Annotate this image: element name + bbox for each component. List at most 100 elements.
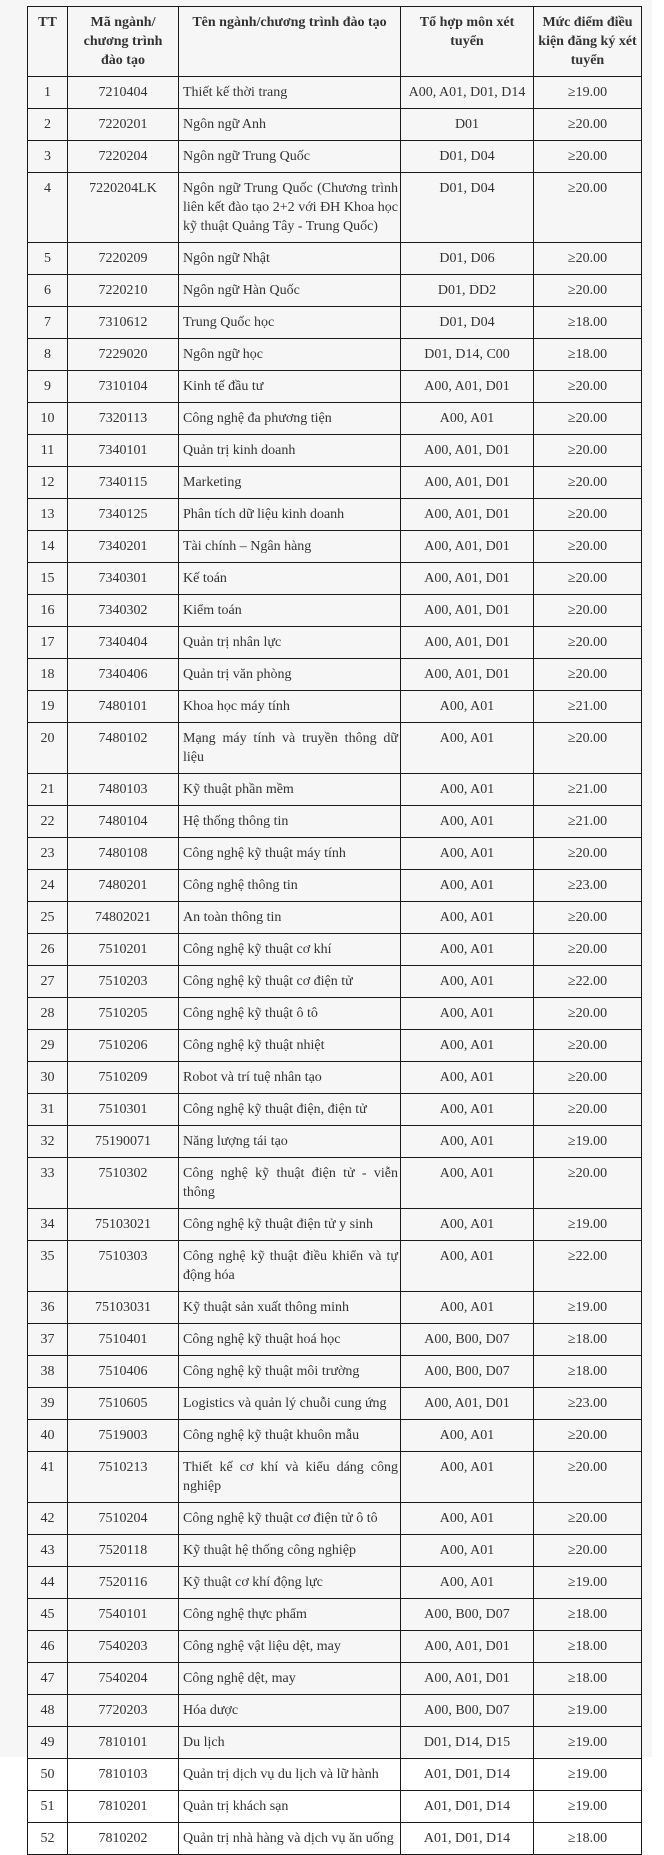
table-row: 5 7220209 Ngôn ngữ Nhật D01, D06 ≥20.00 <box>27 242 642 275</box>
cell-subject-combo: A00, A01 <box>400 901 534 934</box>
cell-min-score: ≥20.00 <box>533 370 642 403</box>
cell-program: Công nghệ đa phương tiện <box>178 402 401 435</box>
cell-subject-combo: A00, B00, D07 <box>400 1694 534 1727</box>
cell-subject-combo: A00, B00, D07 <box>400 1323 534 1356</box>
cell-program: Thiết kế thời trang <box>178 76 401 109</box>
table-row: 43 7520118 Kỹ thuật hệ thống công nghiệp A0… <box>27 1534 642 1567</box>
cell-subject-combo: A00, A01 <box>400 1125 534 1158</box>
cell-code: 7510213 <box>67 1451 179 1503</box>
cell-program: Kế toán <box>178 562 401 595</box>
cell-tt: 36 <box>27 1291 68 1324</box>
cell-min-score: ≥20.00 <box>533 626 642 659</box>
cell-min-score: ≥18.00 <box>533 1598 642 1631</box>
cell-program: Quản trị nhà hàng và dịch vụ ăn uống <box>178 1822 401 1855</box>
header-subject-combo: Tổ hợp môn xét tuyển <box>400 6 534 77</box>
table-row: 49 7810101 Du lịch D01, D14, D15 ≥19.00 <box>27 1726 642 1759</box>
cell-min-score: ≥20.00 <box>533 562 642 595</box>
cell-program: Quản trị dịch vụ du lịch và lữ hành <box>178 1758 401 1791</box>
cell-program: Tài chính – Ngân hàng <box>178 530 401 563</box>
cell-tt: 43 <box>27 1534 68 1567</box>
cell-program: Công nghệ thực phẩm <box>178 1598 401 1631</box>
cell-tt: 51 <box>27 1790 68 1823</box>
cell-min-score: ≥19.00 <box>533 1208 642 1241</box>
table-row: 42 7510204 Công nghệ kỹ thuật cơ điện tử ô… <box>27 1502 642 1535</box>
cell-tt: 6 <box>27 274 68 307</box>
table-row: 40 7519003 Công nghệ kỹ thuật khuôn mẫu A00… <box>27 1419 642 1452</box>
cell-program: Công nghệ kỹ thuật điều khiển và tự động… <box>178 1240 401 1292</box>
cell-program: Ngôn ngữ Trung Quốc (Chương trình liên k… <box>178 172 401 243</box>
cell-code: 7510401 <box>67 1323 179 1356</box>
cell-subject-combo: A00, A01 <box>400 722 534 774</box>
cell-subject-combo: A00, A01, D01 <box>400 434 534 467</box>
cell-min-score: ≥20.00 <box>533 658 642 691</box>
table-row: 16 7340302 Kiểm toán A00, A01, D01 ≥20.00 <box>27 594 642 627</box>
cell-min-score: ≥20.00 <box>533 172 642 243</box>
cell-tt: 18 <box>27 658 68 691</box>
cell-min-score: ≥20.00 <box>533 434 642 467</box>
cell-min-score: ≥23.00 <box>533 869 642 902</box>
cell-subject-combo: A00, A01, D01 <box>400 626 534 659</box>
cell-tt: 34 <box>27 1208 68 1241</box>
cell-program: Trung Quốc học <box>178 306 401 339</box>
table-row: 47 7540204 Công nghệ dệt, may A00, A01, D01… <box>27 1662 642 1695</box>
cell-code: 7510206 <box>67 1029 179 1062</box>
table-row: 34 75103021 Công nghệ kỹ thuật điện tử y s… <box>27 1208 642 1241</box>
cell-program: Quản trị nhân lực <box>178 626 401 659</box>
cell-code: 7220204LK <box>67 172 179 243</box>
cell-subject-combo: A00, A01 <box>400 837 534 870</box>
cell-code: 7340302 <box>67 594 179 627</box>
cell-tt: 15 <box>27 562 68 595</box>
cell-min-score: ≥20.00 <box>533 1502 642 1535</box>
cell-min-score: ≥20.00 <box>533 274 642 307</box>
table-row: 38 7510406 Công nghệ kỹ thuật môi trường A0… <box>27 1355 642 1388</box>
cell-code: 7340406 <box>67 658 179 691</box>
cell-subject-combo: A00, A01, D01 <box>400 498 534 531</box>
table-row: 21 7480103 Kỹ thuật phần mềm A00, A01 ≥21.00 <box>27 773 642 806</box>
cell-code: 7540203 <box>67 1630 179 1663</box>
cell-tt: 4 <box>27 172 68 243</box>
cell-min-score: ≥22.00 <box>533 965 642 998</box>
cell-program: Robot và trí tuệ nhân tạo <box>178 1061 401 1094</box>
cell-min-score: ≥19.00 <box>533 1758 642 1791</box>
cell-tt: 46 <box>27 1630 68 1663</box>
cell-min-score: ≥18.00 <box>533 338 642 371</box>
cell-min-score: ≥18.00 <box>533 1355 642 1388</box>
cell-tt: 28 <box>27 997 68 1030</box>
cell-subject-combo: A00, A01, D01 <box>400 466 534 499</box>
cell-code: 74802021 <box>67 901 179 934</box>
cell-min-score: ≥20.00 <box>533 997 642 1030</box>
cell-code: 7480102 <box>67 722 179 774</box>
cell-min-score: ≥20.00 <box>533 402 642 435</box>
cell-subject-combo: A00, A01, D01, D14 <box>400 76 534 109</box>
cell-tt: 2 <box>27 108 68 141</box>
cell-min-score: ≥20.00 <box>533 901 642 934</box>
table-row: 51 7810201 Quản trị khách sạn A01, D01, D14… <box>27 1790 642 1823</box>
cell-min-score: ≥20.00 <box>533 498 642 531</box>
cell-tt: 47 <box>27 1662 68 1695</box>
cell-subject-combo: A00, A01 <box>400 1419 534 1452</box>
cell-program: Công nghệ kỹ thuật môi trường <box>178 1355 401 1388</box>
table-row: 46 7540203 Công nghệ vật liệu dệt, may A00,… <box>27 1630 642 1663</box>
cell-subject-combo: A00, A01 <box>400 869 534 902</box>
cell-subject-combo: A00, A01, D01 <box>400 1630 534 1663</box>
cell-program: Quản trị khách sạn <box>178 1790 401 1823</box>
cell-subject-combo: D01, D14, D15 <box>400 1726 534 1759</box>
cell-code: 7810101 <box>67 1726 179 1759</box>
cell-min-score: ≥19.00 <box>533 1566 642 1599</box>
cell-subject-combo: A00, A01 <box>400 1240 534 1292</box>
cell-tt: 23 <box>27 837 68 870</box>
cell-min-score: ≥20.00 <box>533 1093 642 1126</box>
cell-tt: 41 <box>27 1451 68 1503</box>
cell-code: 7810103 <box>67 1758 179 1791</box>
cell-subject-combo: A00, A01 <box>400 1029 534 1062</box>
cell-code: 7340115 <box>67 466 179 499</box>
cell-subject-combo: A00, A01, D01 <box>400 530 534 563</box>
cell-program: Năng lượng tái tạo <box>178 1125 401 1158</box>
cell-tt: 42 <box>27 1502 68 1535</box>
cell-subject-combo: D01, D04 <box>400 140 534 173</box>
cell-code: 7810202 <box>67 1822 179 1855</box>
table-row: 50 7810103 Quản trị dịch vụ du lịch và lữ … <box>27 1758 642 1791</box>
table-row: 10 7320113 Công nghệ đa phương tiện A00, A0… <box>27 402 642 435</box>
table-header-row: TT Mã ngành/ chương trình đào tạo Tên ng… <box>27 6 642 77</box>
cell-tt: 48 <box>27 1694 68 1727</box>
